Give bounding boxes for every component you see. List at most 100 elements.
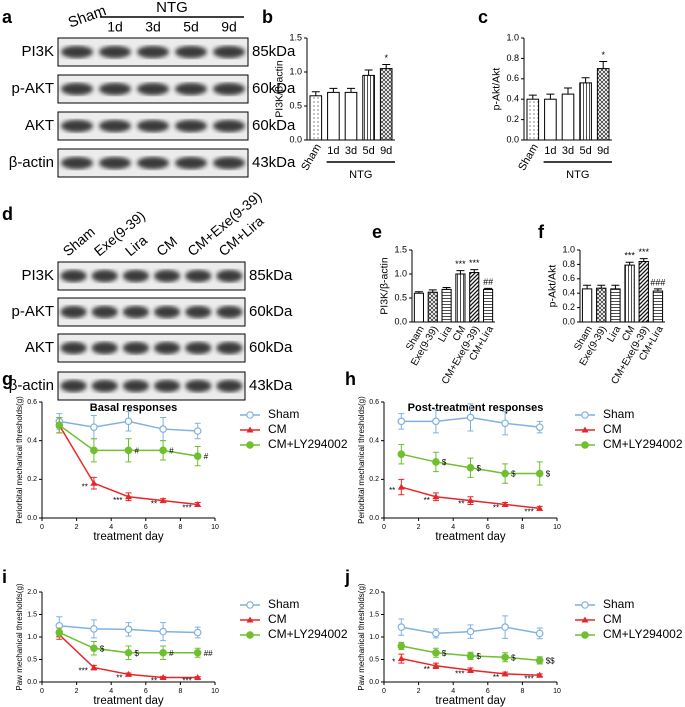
marker bbox=[397, 642, 406, 650]
group-label: NTG bbox=[566, 169, 589, 181]
significance: # bbox=[204, 452, 209, 461]
blot-band bbox=[213, 156, 245, 170]
blot-band bbox=[122, 305, 150, 319]
blot-band bbox=[137, 156, 169, 170]
legend-label: CM bbox=[603, 422, 622, 436]
marker bbox=[535, 469, 544, 478]
marker bbox=[397, 417, 406, 426]
x-tick-label: 6 bbox=[486, 524, 490, 531]
blot-band bbox=[175, 156, 207, 170]
marker bbox=[159, 674, 167, 680]
bar bbox=[362, 74, 375, 141]
legend-label: CM bbox=[603, 612, 622, 626]
x-tick-label: 3d bbox=[562, 145, 574, 157]
blot-band bbox=[137, 82, 169, 96]
marker bbox=[535, 656, 544, 665]
blot-size-label: 43kDa bbox=[249, 377, 293, 394]
marker bbox=[246, 411, 254, 419]
x-tick-label: 2 bbox=[75, 688, 79, 695]
significance: *** bbox=[524, 674, 533, 683]
marker bbox=[466, 627, 475, 636]
bar bbox=[579, 82, 592, 141]
y-tick-label: 0.5 bbox=[289, 100, 302, 110]
error-bar bbox=[484, 287, 493, 290]
significance: ** bbox=[151, 677, 157, 686]
blot-frame bbox=[57, 297, 246, 327]
marker bbox=[159, 497, 167, 504]
bar bbox=[610, 288, 621, 323]
significance: *** bbox=[79, 667, 88, 676]
blot-frame bbox=[57, 261, 246, 291]
significance: $ bbox=[477, 464, 482, 473]
marker bbox=[90, 446, 98, 455]
marker bbox=[501, 623, 509, 631]
bar bbox=[544, 98, 557, 141]
significance: ** bbox=[458, 500, 464, 509]
y-tick-label: 0.2 bbox=[369, 476, 379, 483]
x-tick-label: 4 bbox=[451, 524, 455, 531]
significance: * bbox=[384, 53, 388, 63]
y-tick-label: 0.4 bbox=[506, 94, 519, 104]
marker bbox=[466, 413, 475, 422]
significance: $$ bbox=[546, 657, 555, 666]
x-tick-label: 9d bbox=[597, 145, 609, 157]
blot-row-label: PI3K bbox=[21, 43, 54, 60]
y-tick-label: 0.2 bbox=[506, 114, 519, 124]
error-bar bbox=[653, 288, 662, 292]
x-tick-label: 2 bbox=[417, 688, 421, 695]
error-bar bbox=[364, 69, 373, 76]
significance: ** bbox=[493, 673, 499, 682]
panel-letter: a bbox=[2, 7, 13, 27]
x-tick-label: 4 bbox=[109, 524, 113, 531]
y-tick-label: 2.0 bbox=[27, 589, 37, 596]
bar bbox=[624, 264, 635, 323]
x-tick-label: 5d bbox=[362, 145, 374, 157]
marker bbox=[124, 648, 133, 657]
lane-label: 3d bbox=[145, 19, 161, 35]
y-tick-label: 1.0 bbox=[394, 268, 407, 278]
y-tick-label: 0.6 bbox=[506, 73, 519, 83]
y-tick-label: 0.2 bbox=[27, 476, 37, 483]
bar bbox=[327, 91, 340, 141]
chart-title: Basal responses bbox=[90, 402, 177, 414]
significance: $ bbox=[442, 458, 447, 467]
blot-row-label: AKT bbox=[25, 339, 54, 356]
legend-label: Sham bbox=[603, 407, 634, 421]
error-bar bbox=[428, 289, 437, 293]
chart-title: Post-treatment responses bbox=[408, 402, 544, 414]
significance: ** bbox=[389, 486, 395, 495]
y-tick-label: 1.5 bbox=[27, 611, 37, 618]
panel-letter: e bbox=[372, 222, 382, 242]
marker bbox=[466, 463, 475, 472]
y-tick-label: 1.0 bbox=[27, 634, 37, 641]
y-tick-label: 0.0 bbox=[369, 679, 379, 686]
y-axis-label: PI3K/β-actin bbox=[378, 257, 390, 315]
blot-row-label: PI3K bbox=[21, 267, 54, 284]
blot-band bbox=[175, 45, 207, 59]
y-tick-label: 0.0 bbox=[369, 515, 379, 522]
y-tick-label: 0.6 bbox=[369, 399, 379, 406]
marker bbox=[55, 628, 64, 637]
x-tick-label: Lira bbox=[437, 324, 455, 344]
panel-letter: d bbox=[2, 204, 13, 224]
y-tick-label: 1.5 bbox=[289, 32, 302, 42]
x-tick-label: 8 bbox=[520, 688, 524, 695]
blot-band bbox=[137, 119, 169, 133]
marker bbox=[124, 625, 133, 634]
y-tick-label: 0.5 bbox=[394, 292, 407, 302]
marker bbox=[501, 419, 509, 428]
marker bbox=[397, 623, 406, 631]
x-tick-label: 6 bbox=[486, 688, 490, 695]
panel-letter: j bbox=[344, 567, 350, 587]
marker bbox=[581, 631, 589, 639]
significance: # bbox=[135, 446, 140, 455]
x-tick-label: 3d bbox=[345, 145, 357, 157]
x-tick-label: 8 bbox=[520, 524, 524, 531]
marker bbox=[467, 666, 474, 673]
marker bbox=[536, 504, 544, 511]
blot-size-label: 85kDa bbox=[252, 43, 296, 60]
blot-band bbox=[153, 269, 181, 283]
blot-band bbox=[185, 305, 212, 319]
marker bbox=[432, 629, 440, 638]
